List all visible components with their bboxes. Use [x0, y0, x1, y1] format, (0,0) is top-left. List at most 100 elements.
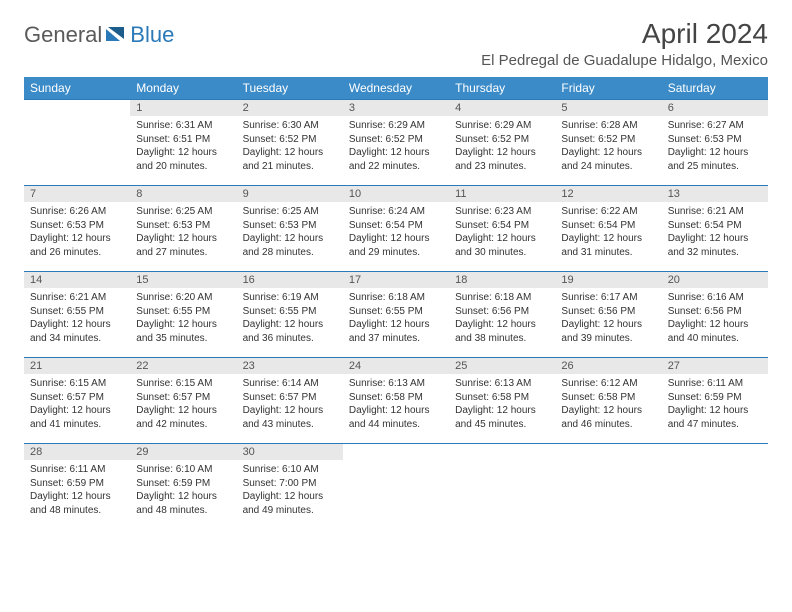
calendar-cell: 13Sunrise: 6:21 AMSunset: 6:54 PMDayligh… — [662, 185, 768, 271]
sunrise-text: Sunrise: 6:25 AM — [243, 205, 337, 219]
day-details: Sunrise: 6:29 AMSunset: 6:52 PMDaylight:… — [449, 116, 555, 179]
day-details: Sunrise: 6:29 AMSunset: 6:52 PMDaylight:… — [343, 116, 449, 179]
day-details: Sunrise: 6:15 AMSunset: 6:57 PMDaylight:… — [130, 374, 236, 437]
day-number: 23 — [237, 357, 343, 374]
day-number: 25 — [449, 357, 555, 374]
calendar-cell: 12Sunrise: 6:22 AMSunset: 6:54 PMDayligh… — [555, 185, 661, 271]
day-details: Sunrise: 6:13 AMSunset: 6:58 PMDaylight:… — [343, 374, 449, 437]
day-header-row: Sunday Monday Tuesday Wednesday Thursday… — [24, 77, 768, 99]
sunrise-text: Sunrise: 6:30 AM — [243, 119, 337, 133]
sunset-text: Sunset: 6:56 PM — [561, 305, 655, 319]
sunrise-text: Sunrise: 6:27 AM — [668, 119, 762, 133]
sunset-text: Sunset: 6:54 PM — [349, 219, 443, 233]
calendar-cell: 27Sunrise: 6:11 AMSunset: 6:59 PMDayligh… — [662, 357, 768, 443]
day-details: Sunrise: 6:20 AMSunset: 6:55 PMDaylight:… — [130, 288, 236, 351]
day-number: 17 — [343, 271, 449, 288]
daylight-text: Daylight: 12 hours and 44 minutes. — [349, 404, 443, 431]
day-header: Thursday — [449, 77, 555, 99]
sunset-text: Sunset: 6:55 PM — [349, 305, 443, 319]
daylight-text: Daylight: 12 hours and 25 minutes. — [668, 146, 762, 173]
month-title: April 2024 — [481, 18, 768, 50]
sunset-text: Sunset: 6:52 PM — [243, 133, 337, 147]
daylight-text: Daylight: 12 hours and 40 minutes. — [668, 318, 762, 345]
sunset-text: Sunset: 6:53 PM — [668, 133, 762, 147]
day-details: Sunrise: 6:30 AMSunset: 6:52 PMDaylight:… — [237, 116, 343, 179]
day-number: 27 — [662, 357, 768, 374]
sunrise-text: Sunrise: 6:20 AM — [136, 291, 230, 305]
calendar-cell: 14Sunrise: 6:21 AMSunset: 6:55 PMDayligh… — [24, 271, 130, 357]
calendar-cell — [24, 99, 130, 185]
calendar-cell: 5Sunrise: 6:28 AMSunset: 6:52 PMDaylight… — [555, 99, 661, 185]
daylight-text: Daylight: 12 hours and 32 minutes. — [668, 232, 762, 259]
day-number — [555, 443, 661, 460]
sunrise-text: Sunrise: 6:15 AM — [30, 377, 124, 391]
calendar-cell: 3Sunrise: 6:29 AMSunset: 6:52 PMDaylight… — [343, 99, 449, 185]
daylight-text: Daylight: 12 hours and 29 minutes. — [349, 232, 443, 259]
day-details: Sunrise: 6:21 AMSunset: 6:55 PMDaylight:… — [24, 288, 130, 351]
calendar-cell — [555, 443, 661, 529]
daylight-text: Daylight: 12 hours and 27 minutes. — [136, 232, 230, 259]
sunrise-text: Sunrise: 6:18 AM — [349, 291, 443, 305]
day-number: 14 — [24, 271, 130, 288]
day-details: Sunrise: 6:22 AMSunset: 6:54 PMDaylight:… — [555, 202, 661, 265]
calendar-cell: 2Sunrise: 6:30 AMSunset: 6:52 PMDaylight… — [237, 99, 343, 185]
calendar-cell: 23Sunrise: 6:14 AMSunset: 6:57 PMDayligh… — [237, 357, 343, 443]
daylight-text: Daylight: 12 hours and 37 minutes. — [349, 318, 443, 345]
sunset-text: Sunset: 6:58 PM — [455, 391, 549, 405]
logo-text-general: General — [24, 22, 102, 48]
daylight-text: Daylight: 12 hours and 31 minutes. — [561, 232, 655, 259]
day-header: Saturday — [662, 77, 768, 99]
calendar-cell: 20Sunrise: 6:16 AMSunset: 6:56 PMDayligh… — [662, 271, 768, 357]
sunset-text: Sunset: 6:54 PM — [668, 219, 762, 233]
sunrise-text: Sunrise: 6:21 AM — [30, 291, 124, 305]
daylight-text: Daylight: 12 hours and 20 minutes. — [136, 146, 230, 173]
day-details: Sunrise: 6:31 AMSunset: 6:51 PMDaylight:… — [130, 116, 236, 179]
sunrise-text: Sunrise: 6:28 AM — [561, 119, 655, 133]
calendar-cell: 30Sunrise: 6:10 AMSunset: 7:00 PMDayligh… — [237, 443, 343, 529]
sunset-text: Sunset: 6:54 PM — [561, 219, 655, 233]
daylight-text: Daylight: 12 hours and 23 minutes. — [455, 146, 549, 173]
calendar-cell: 11Sunrise: 6:23 AMSunset: 6:54 PMDayligh… — [449, 185, 555, 271]
day-header: Monday — [130, 77, 236, 99]
sunrise-text: Sunrise: 6:17 AM — [561, 291, 655, 305]
sunrise-text: Sunrise: 6:14 AM — [243, 377, 337, 391]
daylight-text: Daylight: 12 hours and 28 minutes. — [243, 232, 337, 259]
day-number: 22 — [130, 357, 236, 374]
day-details: Sunrise: 6:19 AMSunset: 6:55 PMDaylight:… — [237, 288, 343, 351]
calendar-cell: 29Sunrise: 6:10 AMSunset: 6:59 PMDayligh… — [130, 443, 236, 529]
day-details: Sunrise: 6:14 AMSunset: 6:57 PMDaylight:… — [237, 374, 343, 437]
day-details: Sunrise: 6:18 AMSunset: 6:56 PMDaylight:… — [449, 288, 555, 351]
day-details: Sunrise: 6:10 AMSunset: 6:59 PMDaylight:… — [130, 460, 236, 523]
day-number: 30 — [237, 443, 343, 460]
sunrise-text: Sunrise: 6:23 AM — [455, 205, 549, 219]
sunset-text: Sunset: 6:57 PM — [243, 391, 337, 405]
day-details: Sunrise: 6:23 AMSunset: 6:54 PMDaylight:… — [449, 202, 555, 265]
daylight-text: Daylight: 12 hours and 34 minutes. — [30, 318, 124, 345]
day-number — [343, 443, 449, 460]
day-details: Sunrise: 6:16 AMSunset: 6:56 PMDaylight:… — [662, 288, 768, 351]
calendar-cell: 9Sunrise: 6:25 AMSunset: 6:53 PMDaylight… — [237, 185, 343, 271]
sunrise-text: Sunrise: 6:19 AM — [243, 291, 337, 305]
day-number — [449, 443, 555, 460]
day-number: 24 — [343, 357, 449, 374]
sunrise-text: Sunrise: 6:15 AM — [136, 377, 230, 391]
daylight-text: Daylight: 12 hours and 30 minutes. — [455, 232, 549, 259]
calendar-cell: 26Sunrise: 6:12 AMSunset: 6:58 PMDayligh… — [555, 357, 661, 443]
day-details: Sunrise: 6:15 AMSunset: 6:57 PMDaylight:… — [24, 374, 130, 437]
title-block: April 2024 El Pedregal de Guadalupe Hida… — [481, 18, 768, 69]
day-number — [24, 99, 130, 116]
sunrise-text: Sunrise: 6:31 AM — [136, 119, 230, 133]
sunrise-text: Sunrise: 6:22 AM — [561, 205, 655, 219]
calendar-cell: 22Sunrise: 6:15 AMSunset: 6:57 PMDayligh… — [130, 357, 236, 443]
sunrise-text: Sunrise: 6:29 AM — [455, 119, 549, 133]
day-details: Sunrise: 6:18 AMSunset: 6:55 PMDaylight:… — [343, 288, 449, 351]
day-number: 15 — [130, 271, 236, 288]
day-details: Sunrise: 6:25 AMSunset: 6:53 PMDaylight:… — [130, 202, 236, 265]
day-header: Friday — [555, 77, 661, 99]
day-details: Sunrise: 6:27 AMSunset: 6:53 PMDaylight:… — [662, 116, 768, 179]
daylight-text: Daylight: 12 hours and 41 minutes. — [30, 404, 124, 431]
calendar-cell: 1Sunrise: 6:31 AMSunset: 6:51 PMDaylight… — [130, 99, 236, 185]
day-number: 26 — [555, 357, 661, 374]
day-header: Sunday — [24, 77, 130, 99]
day-number: 7 — [24, 185, 130, 202]
